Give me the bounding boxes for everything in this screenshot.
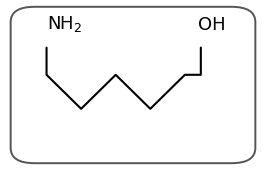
Text: OH: OH	[198, 16, 226, 34]
Text: NH$_2$: NH$_2$	[47, 14, 82, 34]
FancyBboxPatch shape	[11, 7, 255, 163]
